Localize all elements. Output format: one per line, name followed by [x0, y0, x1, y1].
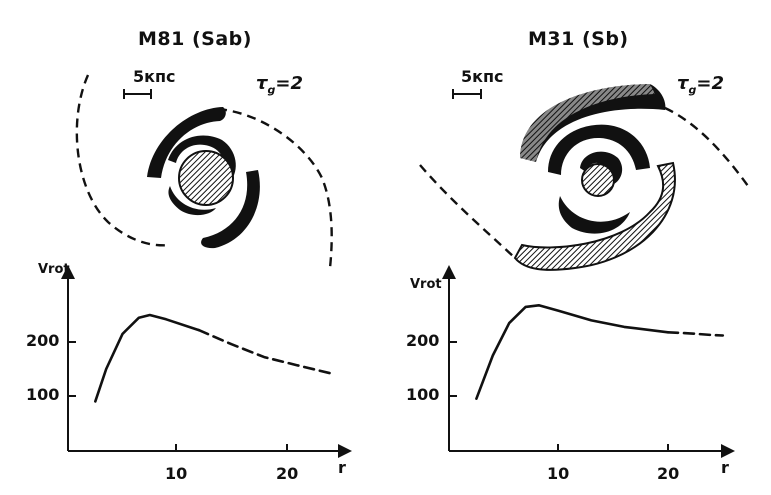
- tau-symbol: τ: [677, 73, 689, 94]
- outer-dashed-arm-4: [664, 106, 749, 187]
- spiral-arm-m81-3: [168, 135, 236, 186]
- scale-bar-label-m81: 5кпс: [133, 67, 176, 86]
- spiral-arm-m81-1: [147, 107, 226, 178]
- panel-title-m81: M81 (Sab): [138, 28, 252, 50]
- outer-dashed-arm-3: [419, 164, 516, 259]
- spiral-arm-m31-2: [513, 161, 676, 271]
- outer-dashed-arm-2: [217, 107, 333, 269]
- rotation-curve-m81-dashed: [197, 328, 337, 376]
- galactic-bulge-m31: [581, 163, 615, 197]
- outer-dashed-arm-1: [75, 74, 171, 247]
- panel-title-m31: M31 (Sb): [528, 28, 629, 50]
- rotation-curves: [94, 304, 725, 403]
- y-tick-label-100-m81: 100: [26, 385, 60, 404]
- x-tick-label-10-m81: 10: [165, 464, 188, 483]
- spiral-galaxy-m81: [75, 74, 333, 269]
- tau-subscript: g: [267, 83, 276, 97]
- galactic-bulge-m81: [178, 150, 234, 206]
- x-axis-label-m81: r: [338, 458, 346, 477]
- tau-label-m81: τg=2: [256, 73, 303, 97]
- y-tick-label-200-m31: 200: [406, 331, 440, 350]
- x-tick-label-20-m31: 20: [657, 464, 680, 483]
- tau-symbol: τ: [256, 73, 268, 94]
- rotation-curve-axes-m31: [442, 265, 735, 458]
- tau-value: =2: [275, 73, 303, 94]
- tau-subscript: g: [688, 83, 697, 97]
- tau-label-m31: τg=2: [677, 73, 724, 97]
- spiral-arm-m31-3: [548, 124, 650, 175]
- y-axis-label-m31: Vrot: [410, 277, 442, 292]
- spiral-arm-m31-4: [558, 196, 630, 234]
- y-tick-label-100-m31: 100: [406, 385, 440, 404]
- spiral-arm-m81-4: [168, 186, 216, 216]
- spiral-arm-m31-1-hatch: [520, 84, 655, 162]
- rotation-curve-m31-solid: [475, 304, 670, 400]
- rotation-curve-m31-dashed: [666, 331, 725, 337]
- scale-bar-label-m31: 5кпс: [461, 67, 504, 86]
- spiral-arm-m81-2: [201, 170, 260, 249]
- y-tick-label-200-m81: 200: [26, 331, 60, 350]
- x-tick-label-20-m81: 20: [276, 464, 299, 483]
- rotation-curve-axes-m81: [61, 265, 352, 458]
- rotation-curve-m81-solid: [94, 313, 201, 403]
- tau-value: =2: [696, 73, 724, 94]
- spiral-arm-m31-1: [520, 84, 666, 162]
- spiral-galaxy-m31: [419, 84, 749, 271]
- x-tick-label-10-m31: 10: [547, 464, 570, 483]
- x-axis-label-m31: r: [721, 458, 729, 477]
